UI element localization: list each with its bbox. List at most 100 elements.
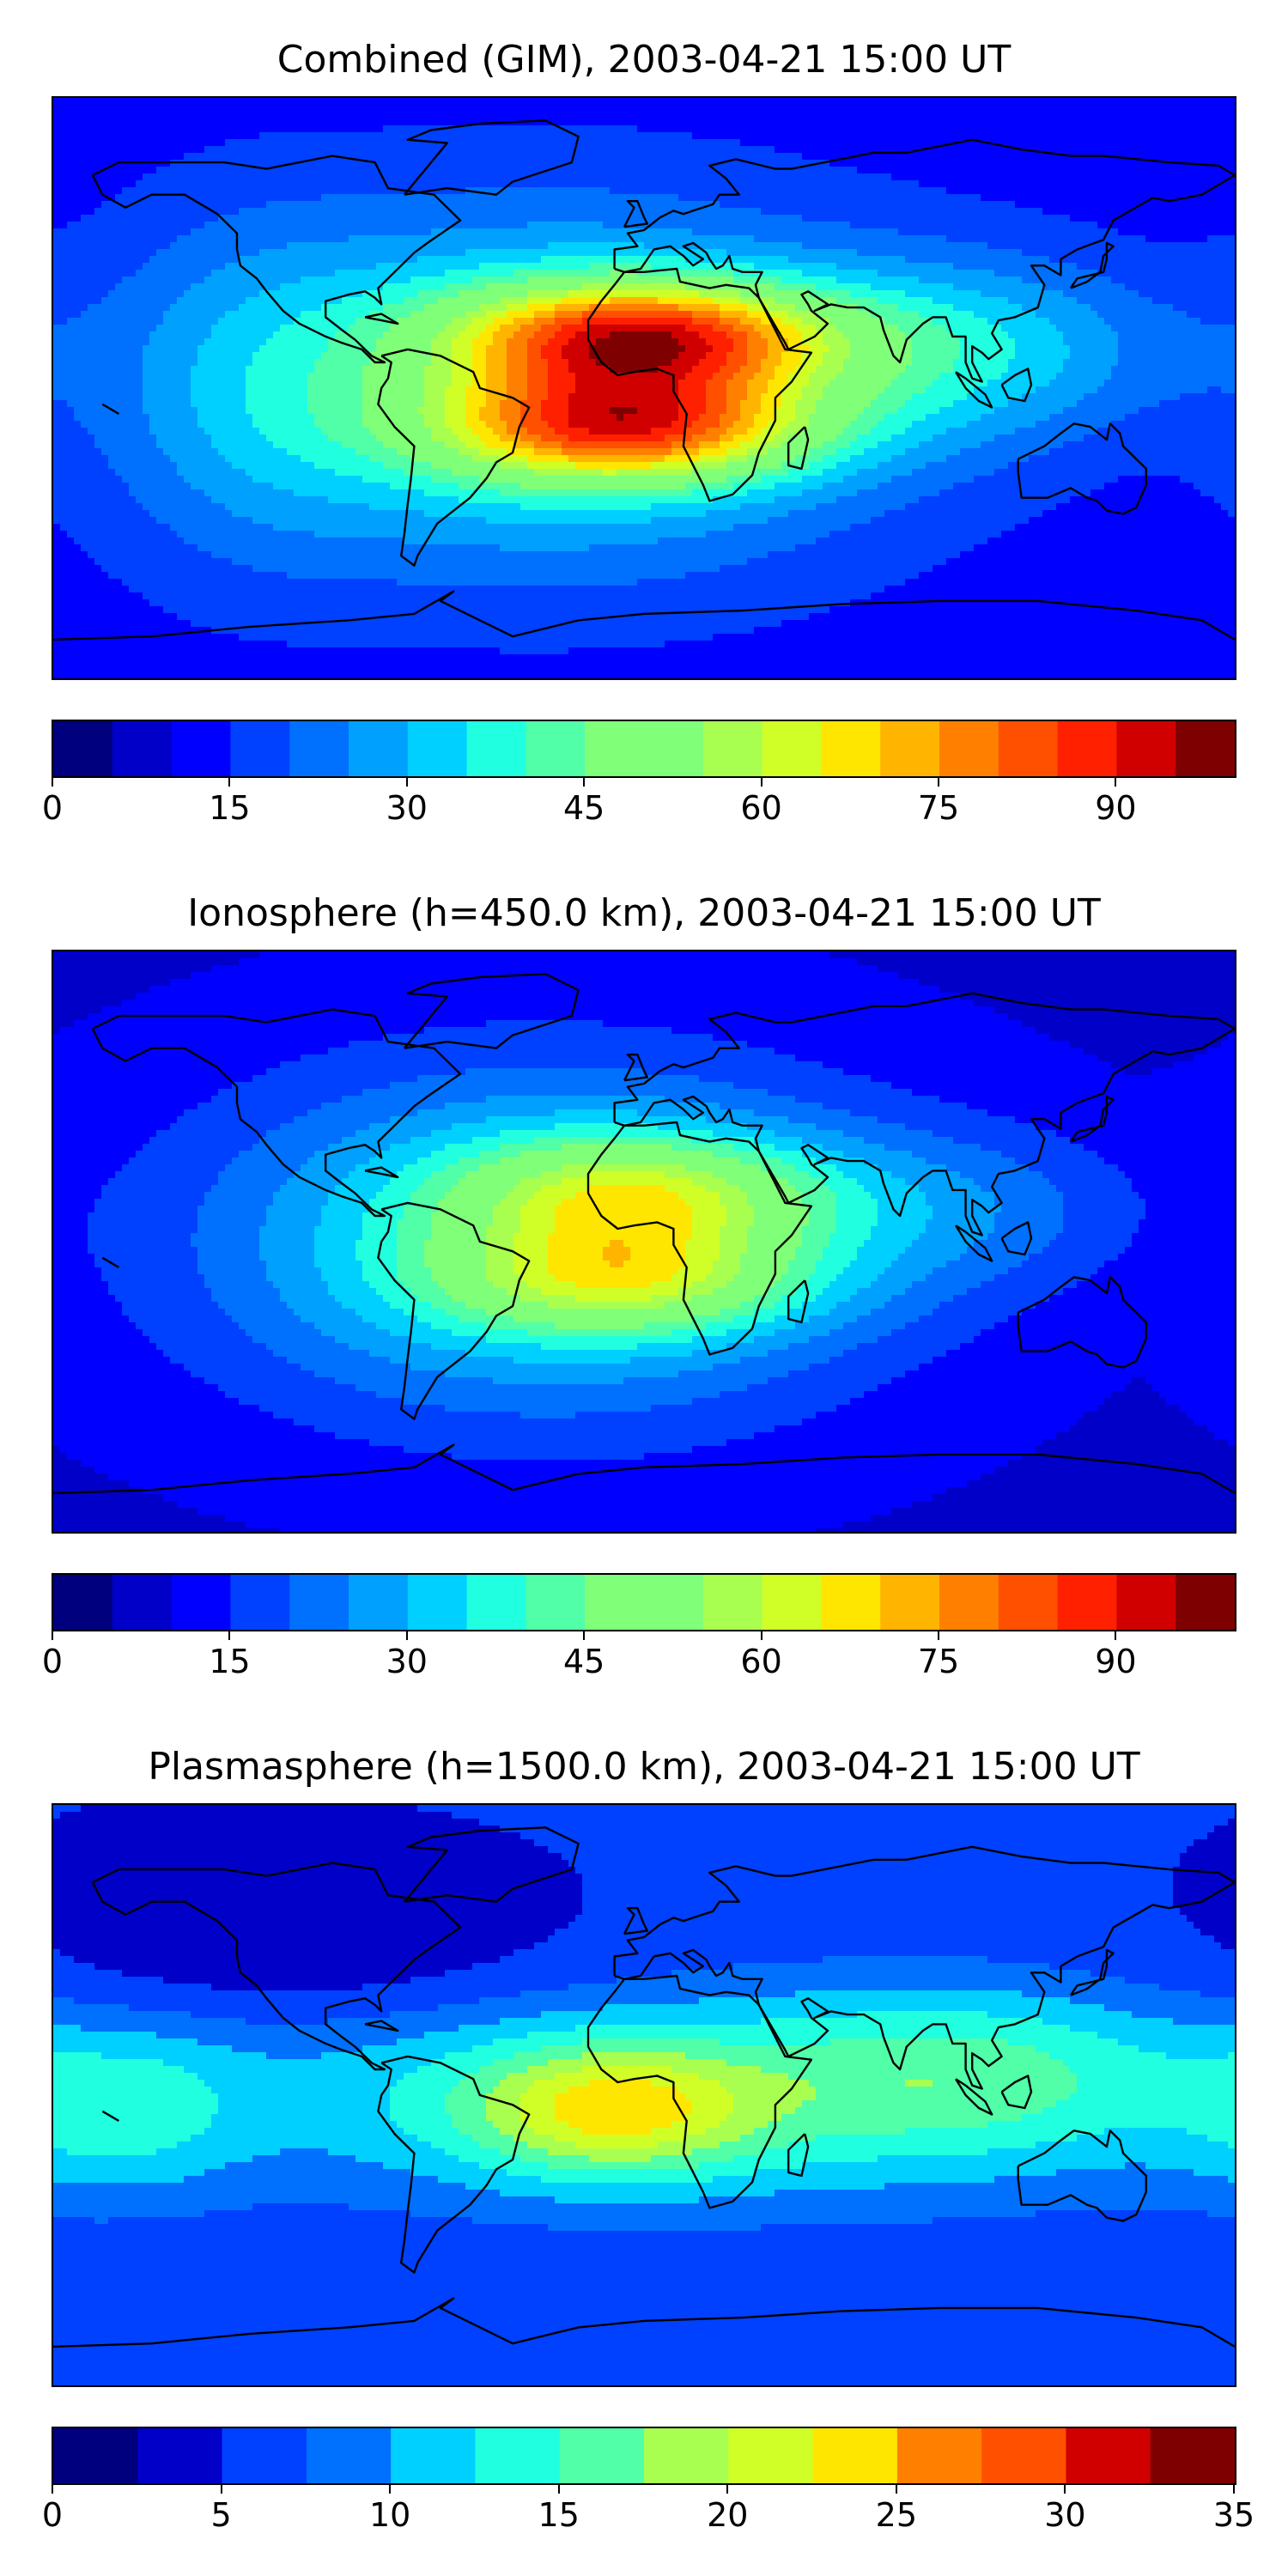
coastline [91,1008,462,1218]
coastline [955,371,993,409]
coastline [364,2020,399,2032]
colorbar-swatch [812,2428,898,2483]
colorbar-swatch [585,1575,645,1630]
coastline [1069,241,1115,289]
colorbar-swatch [762,1575,822,1630]
tec-map [53,98,1235,678]
colorbar-swatch [821,1575,881,1630]
coastline [787,2133,810,2178]
colorbar-tick [583,778,586,787]
colorbar-tick-label: 60 [740,1643,781,1680]
colorbar-tick-label: 15 [538,2497,580,2533]
chart-title: Plasmasphere (h=1500.0 km), 2003-04-21 1… [52,1745,1236,1789]
colorbar-swatch [728,2428,814,2483]
chart-title: Combined (GIM), 2003-04-21 15:00 UT [52,38,1236,82]
colorbar-swatch [466,721,526,776]
colorbar-tick-label: 0 [42,790,63,826]
coastline [613,992,1235,1236]
colorbar-tick [405,778,408,787]
colorbar-swatch [466,1575,526,1630]
coastline [586,1121,813,1356]
coastline [623,1053,648,1082]
colorbar-swatch [526,1575,586,1630]
colorbar-swatch [998,1575,1059,1630]
colorbar-tick [895,2485,897,2494]
colorbar-swatch [644,2428,729,2483]
colorbar-swatch [1150,2428,1235,2483]
colorbar-tick [938,778,939,787]
colorbar-swatches [53,2428,1235,2483]
coastline [377,2055,531,2274]
colorbar-swatch [137,2428,223,2483]
colorbar-tick-label: 15 [209,790,250,826]
colorbar-tick [52,778,53,787]
colorbar-tick [1064,2485,1066,2494]
colorbar-tick-label: 75 [918,790,959,826]
coastlines [53,973,1235,1495]
colorbar-tick-label: 5 [210,2497,231,2533]
coastline [955,2078,993,2116]
coastline [586,1974,813,2209]
coastline [364,1166,399,1179]
colorbar-tick [220,2485,222,2494]
colorbar-swatch [896,2428,982,2483]
colorbar-tick-label: 90 [1095,1643,1136,1680]
colorbar-combined [52,720,1236,778]
coastline [1017,1276,1148,1369]
colorbar-swatch [1066,2428,1151,2483]
coastline [955,1224,993,1262]
colorbar-swatch [391,2428,476,2483]
colorbar-tick [583,1631,586,1640]
colorbar-swatch [53,721,113,776]
colorbar-swatch [53,1575,113,1630]
colorbar-swatch [939,721,999,776]
colorbar-tick [52,1631,53,1640]
colorbar-swatch [1116,721,1176,776]
colorbar-swatch [559,2428,645,2483]
tec-field [53,1805,1235,2385]
map-plasmasphere [52,1803,1236,2387]
colorbar-swatch [880,1575,940,1630]
coastline [377,1201,531,1420]
coastline [364,313,399,325]
colorbar-swatch [407,1575,468,1630]
colorbar-swatch [112,1575,173,1630]
colorbar-swatch [349,721,409,776]
colorbar-tick-label: 75 [918,1643,959,1680]
colorbar-swatch [171,1575,231,1630]
coastline [404,119,580,196]
colorbar-swatch [880,721,940,776]
colorbar-tick-label: 0 [42,1643,63,1680]
coastline [91,1862,462,2071]
colorbar-swatch [1176,1575,1235,1630]
colorbar-swatch [230,721,290,776]
colorbar-tick-label: 15 [209,1643,250,1680]
coastline [1000,2075,1033,2110]
tec-field [53,98,1235,678]
colorbar-tick-label: 45 [563,790,605,826]
colorbar-swatch [230,1575,290,1630]
tec-field [53,951,1235,1532]
colorbar-tick-label: 30 [1044,2497,1085,2533]
colorbar-tick [52,2485,53,2494]
colorbar-tick-label: 10 [369,2497,410,2533]
coastline [787,426,810,471]
tec-map [53,1805,1235,2385]
colorbar-tick-label: 35 [1213,2497,1255,2533]
colorbar-tick-label: 20 [707,2497,748,2533]
tec-map [53,951,1235,1532]
colorbar-tick-label: 90 [1095,790,1136,826]
colorbar-tick [760,778,762,787]
coastline [1017,2129,1148,2222]
colorbar-swatch [762,721,822,776]
colorbar-tick [760,1631,762,1640]
colorbar-tick-label: 30 [386,790,428,826]
coastline [1069,1095,1115,1143]
colorbar-swatch [644,721,704,776]
colorbar-tick [557,2485,560,2494]
coastline [1017,422,1148,515]
colorbar-tick [1115,1631,1117,1640]
colorbar-swatches [53,1575,1235,1630]
colorbar-tick-label: 45 [563,1643,605,1680]
colorbar-tick [1115,778,1117,787]
